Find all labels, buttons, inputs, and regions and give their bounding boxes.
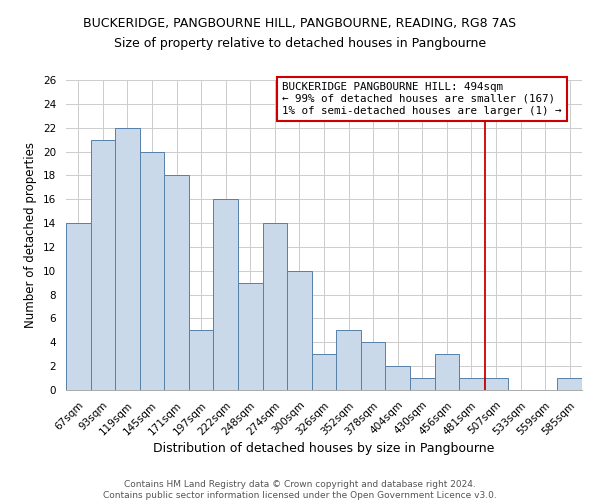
Bar: [91, 140, 115, 390]
Bar: [410, 378, 434, 390]
Bar: [140, 152, 164, 390]
Bar: [312, 354, 336, 390]
Bar: [238, 282, 263, 390]
Text: BUCKERIDGE, PANGBOURNE HILL, PANGBOURNE, READING, RG8 7AS: BUCKERIDGE, PANGBOURNE HILL, PANGBOURNE,…: [83, 18, 517, 30]
Text: Contains HM Land Registry data © Crown copyright and database right 2024.: Contains HM Land Registry data © Crown c…: [124, 480, 476, 489]
Y-axis label: Number of detached properties: Number of detached properties: [25, 142, 37, 328]
Bar: [263, 223, 287, 390]
Bar: [434, 354, 459, 390]
Bar: [361, 342, 385, 390]
Bar: [459, 378, 484, 390]
Text: Size of property relative to detached houses in Pangbourne: Size of property relative to detached ho…: [114, 38, 486, 51]
Bar: [115, 128, 140, 390]
Bar: [557, 378, 582, 390]
Bar: [336, 330, 361, 390]
Bar: [66, 223, 91, 390]
X-axis label: Distribution of detached houses by size in Pangbourne: Distribution of detached houses by size …: [154, 442, 494, 455]
Bar: [484, 378, 508, 390]
Text: BUCKERIDGE PANGBOURNE HILL: 494sqm
← 99% of detached houses are smaller (167)
1%: BUCKERIDGE PANGBOURNE HILL: 494sqm ← 99%…: [282, 82, 562, 116]
Bar: [189, 330, 214, 390]
Bar: [385, 366, 410, 390]
Bar: [214, 199, 238, 390]
Bar: [287, 271, 312, 390]
Text: Contains public sector information licensed under the Open Government Licence v3: Contains public sector information licen…: [103, 491, 497, 500]
Bar: [164, 176, 189, 390]
